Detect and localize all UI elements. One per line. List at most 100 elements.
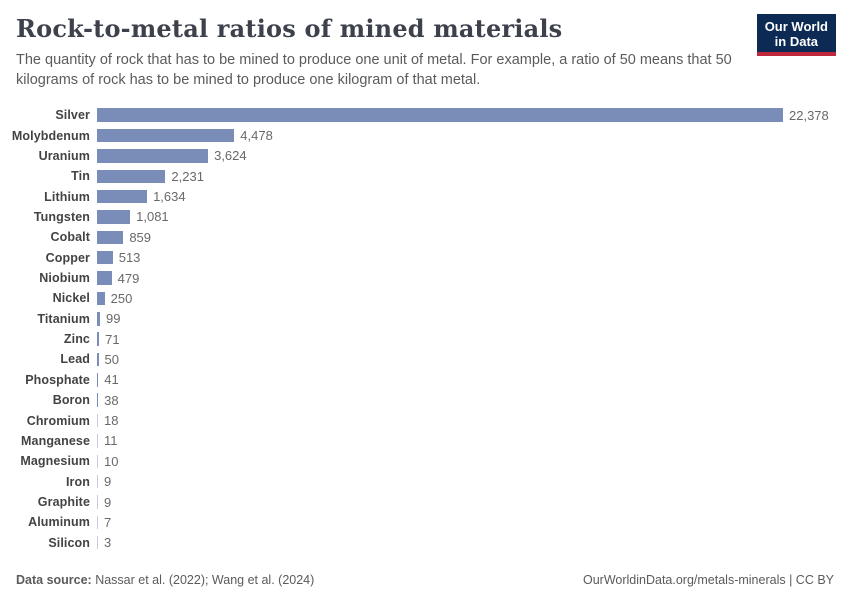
category-label: Graphite [37, 495, 90, 509]
chart-row: Copper 513 [0, 248, 836, 268]
bar[interactable] [97, 352, 99, 367]
category-label: Aluminum [28, 515, 90, 530]
value-label: 9 [104, 474, 112, 490]
category-label: Copper [45, 250, 90, 265]
chart-row: Graphite 9 [0, 492, 836, 512]
value-label: 71 [105, 331, 120, 347]
chart-row: Lead 50 [0, 349, 836, 369]
bar[interactable] [97, 535, 98, 550]
category-label: Lead [60, 352, 90, 367]
chart-row: Magnesium 10 [0, 451, 836, 471]
category-label: Boron [52, 393, 90, 408]
bar[interactable] [97, 312, 101, 326]
chart-row: Iron 9 [0, 471, 836, 491]
bar[interactable] [97, 128, 235, 143]
chart-row: Nickel 250 [0, 288, 836, 308]
bar[interactable] [97, 474, 98, 489]
bar[interactable] [97, 210, 131, 224]
bar[interactable] [97, 250, 113, 265]
category-label: Silver [55, 108, 90, 123]
chart-row: Zinc 71 [0, 329, 836, 349]
bar-area: 1,634 [97, 189, 836, 204]
bar[interactable] [97, 332, 100, 346]
value-label: 22,378 [789, 107, 829, 123]
header-text: Rock-to-metal ratios of mined materials … [16, 14, 740, 90]
value-label: 1,081 [136, 209, 169, 225]
data-source-value: Nassar et al. (2022); Wang et al. (2024) [91, 573, 315, 587]
bar-area: 41 [97, 372, 836, 387]
value-label: 479 [117, 270, 140, 286]
value-label: 41 [104, 372, 119, 388]
bar-area: 9 [97, 495, 836, 510]
bar-area: 10 [97, 454, 836, 469]
bar-area: 18 [97, 413, 836, 428]
category-label: Chromium [26, 413, 90, 428]
bar-area: 3,624 [97, 148, 836, 163]
bar-area: 7 [97, 515, 836, 530]
chart-row: Boron 38 [0, 390, 836, 410]
chart-row: Silicon 3 [0, 533, 836, 553]
bar[interactable] [97, 434, 98, 448]
bar[interactable] [97, 108, 783, 122]
category-label: Magnesium [20, 454, 90, 469]
category-label: Tin [71, 169, 90, 184]
bar-area: 4,478 [97, 128, 836, 143]
bar[interactable] [97, 373, 99, 387]
bar[interactable] [97, 393, 99, 407]
bar-area: 1,081 [97, 209, 836, 224]
chart-row: Lithium 1,634 [0, 186, 836, 206]
category-label: Cobalt [50, 230, 90, 245]
bar-area: 479 [97, 271, 836, 286]
value-label: 99 [106, 311, 121, 327]
value-label: 9 [104, 494, 112, 510]
category-label: Iron [65, 474, 90, 489]
value-label: 7 [104, 514, 112, 530]
page-title: Rock-to-metal ratios of mined materials [16, 14, 563, 43]
bar-chart: Silver 22,378 Molybdenum 4,478 Uranium 3,624 T… [0, 105, 850, 553]
bar[interactable] [97, 454, 98, 469]
bar[interactable] [97, 291, 105, 306]
bar[interactable] [97, 189, 148, 204]
value-label: 250 [110, 290, 133, 306]
data-source-label: Data source: [16, 573, 92, 587]
value-label: 50 [104, 351, 119, 367]
bar[interactable] [97, 515, 98, 530]
chart-row: Niobium 479 [0, 268, 836, 288]
bar[interactable] [97, 271, 112, 285]
value-label: 859 [129, 229, 152, 245]
category-label: Lithium [44, 189, 90, 204]
footer: Data source: Nassar et al. (2022); Wang … [0, 573, 850, 600]
category-label: Zinc [63, 332, 90, 347]
bar-area: 71 [97, 332, 836, 347]
chart-row: Cobalt 859 [0, 227, 836, 247]
chart-row: Aluminum 7 [0, 512, 836, 532]
category-label: Phosphate [25, 372, 90, 387]
bar-area: 38 [97, 393, 836, 408]
bar[interactable] [97, 413, 98, 428]
chart-row: Molybdenum 4,478 [0, 125, 836, 145]
value-label: 10 [104, 453, 119, 469]
category-label: Manganese [21, 433, 90, 448]
owid-logo-line1: Our World [764, 19, 828, 34]
chart-row: Tungsten 1,081 [0, 207, 836, 227]
page-subtitle: The quantity of rock that has to be mine… [16, 52, 732, 88]
category-label: Molybdenum [11, 128, 90, 143]
data-source: Data source: Nassar et al. (2022); Wang … [16, 573, 314, 587]
value-label: 4,478 [240, 128, 273, 144]
bar-area: 99 [97, 311, 836, 326]
bar-area: 3 [97, 535, 836, 550]
category-label: Uranium [38, 148, 90, 163]
header: Rock-to-metal ratios of mined materials … [0, 0, 850, 90]
category-label: Nickel [52, 291, 90, 306]
bar[interactable] [97, 230, 124, 245]
owid-logo[interactable]: Our World in Data [756, 14, 836, 56]
bar-area: 11 [97, 433, 836, 448]
category-label: Silicon [48, 535, 90, 550]
bar[interactable] [97, 169, 166, 183]
category-label: Niobium [39, 271, 90, 286]
bar[interactable] [97, 495, 98, 509]
value-label: 18 [104, 413, 119, 429]
bar[interactable] [97, 149, 209, 163]
attribution: OurWorldinData.org/metals-minerals | CC … [582, 573, 834, 587]
bar-area: 513 [97, 250, 836, 265]
